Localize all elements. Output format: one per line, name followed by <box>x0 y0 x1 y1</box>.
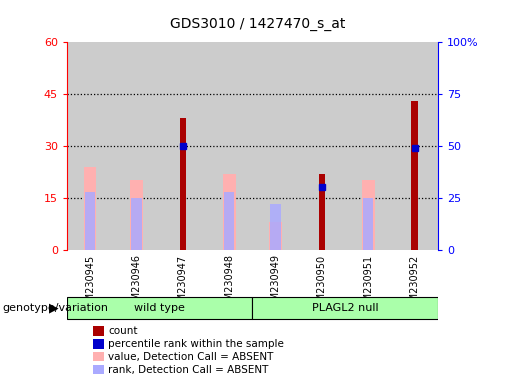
Bar <box>411 101 418 250</box>
Bar <box>391 42 438 250</box>
Bar <box>299 42 345 250</box>
Bar <box>269 222 282 250</box>
Bar <box>180 118 186 250</box>
Text: count: count <box>108 326 138 336</box>
Text: percentile rank within the sample: percentile rank within the sample <box>108 339 284 349</box>
Text: PLAGL2 null: PLAGL2 null <box>312 303 379 313</box>
Bar <box>363 198 373 250</box>
Text: genotype/variation: genotype/variation <box>3 303 109 313</box>
Bar <box>67 42 113 250</box>
Bar <box>67 297 252 319</box>
Text: value, Detection Call = ABSENT: value, Detection Call = ABSENT <box>108 352 273 362</box>
Bar <box>345 42 391 250</box>
Bar <box>130 180 143 250</box>
Bar <box>160 42 206 250</box>
Bar <box>252 42 299 250</box>
Bar <box>85 192 95 250</box>
Text: GDS3010 / 1427470_s_at: GDS3010 / 1427470_s_at <box>170 17 345 31</box>
Text: ▶: ▶ <box>49 301 59 314</box>
Bar <box>252 297 438 319</box>
Bar <box>224 192 234 250</box>
Bar <box>319 174 325 250</box>
Bar <box>206 42 252 250</box>
Bar <box>113 42 160 250</box>
Bar <box>223 174 235 250</box>
Bar <box>270 204 281 250</box>
Bar <box>131 198 142 250</box>
Text: rank, Detection Call = ABSENT: rank, Detection Call = ABSENT <box>108 365 268 375</box>
Bar <box>362 180 374 250</box>
Bar <box>84 167 96 250</box>
Text: wild type: wild type <box>134 303 185 313</box>
